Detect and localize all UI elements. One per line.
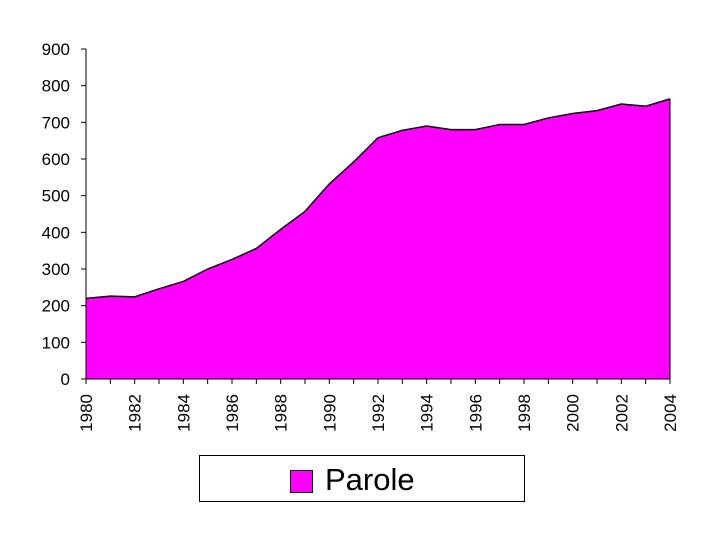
y-tick-label: 900 [42,40,70,59]
y-tick-label: 300 [42,260,70,279]
y-tick-label: 0 [61,370,70,389]
x-tick-label: 1998 [515,394,534,432]
area-series-parole [86,98,670,379]
x-tick-label: 1996 [466,394,485,432]
area-layer [85,98,671,379]
x-tick-label: 1990 [320,394,339,432]
y-tick-labels: 0 100 200 300 400 500 600 700 800 900 [42,40,70,389]
x-tick-label: 2002 [612,394,631,432]
x-tick-label: 1994 [418,394,437,432]
y-tick-label: 100 [42,333,70,352]
y-tick-label: 800 [42,77,70,96]
x-tick-labels: 1980 1982 1984 1986 1988 1990 1992 1994 1996 1998… [77,394,680,432]
legend-label-parole: Parole [325,462,415,497]
x-tick-label: 1986 [223,394,242,432]
legend: Parole [199,455,525,502]
x-tick-label: 2000 [564,394,583,432]
x-tick-label: 2004 [661,394,680,432]
x-tick-label: 1988 [272,394,291,432]
x-tick-label: 1980 [77,394,96,432]
x-tick-label: 1982 [126,394,145,432]
area-outline-parole [85,98,671,300]
x-tick-label: 1984 [174,394,193,432]
x-tick-label: 1992 [369,394,388,432]
y-tick-label: 700 [42,113,70,132]
legend-swatch-parole [290,470,313,493]
y-tick-label: 200 [42,297,70,316]
y-tick-label: 600 [42,150,70,169]
y-tick-label: 500 [42,187,70,206]
y-tick-label: 400 [42,223,70,242]
axes [81,48,671,384]
